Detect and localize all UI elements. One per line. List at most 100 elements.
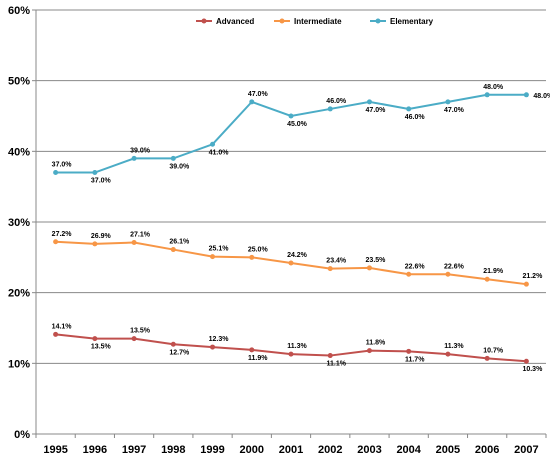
data-label: 39.0%	[130, 147, 151, 154]
series-group: 14.1% 13.5% 13.5% 12.7% 12.3% 11.9% 11.3% 11.1%…	[52, 84, 550, 373]
data-label: 13.5%	[130, 328, 151, 335]
data-point	[523, 281, 529, 287]
x-tick-label: 2004	[396, 444, 421, 456]
x-tick-label: 2001	[279, 444, 303, 456]
data-point	[484, 355, 490, 361]
data-point	[523, 358, 529, 364]
data-label: 25.0%	[248, 246, 269, 253]
series-advanced: 14.1% 13.5% 13.5% 12.7% 12.3% 11.9% 11.3% 11.1%…	[52, 323, 543, 373]
y-tick-label: 60%	[8, 5, 30, 17]
data-point	[327, 266, 333, 272]
data-point	[53, 239, 59, 245]
data-point	[406, 271, 412, 277]
data-point	[366, 348, 372, 354]
data-point	[484, 276, 490, 282]
data-point	[523, 92, 529, 98]
data-point	[445, 351, 451, 357]
data-label: 47.0%	[366, 107, 387, 114]
data-label: 37.0%	[91, 178, 112, 185]
data-label: 12.7%	[169, 349, 190, 356]
data-label: 27.1%	[130, 231, 151, 238]
y-tick-label: 0%	[14, 429, 30, 441]
x-tick-label: 1999	[200, 444, 224, 456]
data-point	[288, 113, 294, 119]
data-point	[288, 351, 294, 357]
data-label: 24.2%	[287, 252, 308, 259]
data-point	[366, 99, 372, 105]
data-point	[170, 155, 176, 161]
data-label: 39.0%	[169, 163, 190, 170]
data-point	[53, 170, 59, 176]
y-tick-label: 40%	[8, 146, 30, 158]
legend-label: Elementary	[390, 17, 434, 26]
data-label: 41.0%	[209, 149, 230, 156]
data-label: 23.4%	[326, 258, 347, 265]
data-label: 27.2%	[52, 231, 73, 238]
data-label: 26.1%	[169, 239, 190, 246]
data-label: 12.3%	[209, 336, 230, 343]
x-tick-label: 2002	[318, 444, 342, 456]
data-point	[210, 141, 216, 147]
y-tick-label: 10%	[8, 358, 30, 370]
legend-item-advanced: Advanced	[196, 17, 254, 26]
data-point	[53, 331, 59, 337]
y-tick-label: 20%	[8, 288, 30, 300]
data-label: 23.5%	[366, 257, 387, 264]
x-axis-ticks: 1995 1996 1997 1998 1999 2000 2001 2002 2003 2004…	[43, 444, 538, 456]
data-point	[366, 265, 372, 271]
x-tick-label: 2005	[436, 444, 460, 456]
data-label: 48.0%	[483, 84, 504, 91]
data-point	[249, 99, 255, 105]
data-point	[327, 353, 333, 359]
data-point	[249, 347, 255, 353]
data-label: 11.8%	[366, 340, 386, 347]
axes	[32, 9, 547, 438]
data-label: 21.9%	[483, 268, 504, 275]
x-tick-label: 2003	[357, 444, 381, 456]
data-label: 11.7%	[405, 356, 425, 363]
data-label: 11.1%	[326, 361, 346, 368]
legend-marker	[201, 18, 207, 24]
y-tick-label: 50%	[8, 76, 30, 88]
data-point	[327, 106, 333, 112]
legend: Advanced Intermediate Elementary	[196, 17, 434, 26]
data-label: 22.6%	[444, 263, 465, 270]
data-point	[406, 348, 412, 354]
data-label: 11.9%	[248, 355, 268, 362]
data-label: 47.0%	[248, 91, 269, 98]
data-point	[210, 344, 216, 350]
legend-marker	[279, 18, 285, 24]
data-label: 47.0%	[444, 107, 465, 114]
data-point	[288, 260, 294, 266]
data-point	[131, 336, 137, 342]
data-point	[92, 336, 98, 342]
legend-item-intermediate: Intermediate	[274, 17, 342, 26]
data-label: 46.0%	[326, 98, 347, 105]
data-label: 11.3%	[444, 343, 464, 350]
x-tick-label: 1996	[83, 444, 107, 456]
data-label: 48.0%	[533, 93, 550, 100]
legend-item-elementary: Elementary	[370, 17, 434, 26]
data-label: 22.6%	[405, 263, 426, 270]
data-label: 21.2%	[522, 273, 543, 280]
data-label: 45.0%	[287, 121, 308, 128]
data-label: 13.5%	[91, 344, 112, 351]
data-point	[92, 170, 98, 176]
data-point	[249, 254, 255, 260]
data-point	[92, 241, 98, 247]
data-point	[131, 239, 137, 245]
data-point	[170, 247, 176, 253]
x-tick-label: 1997	[122, 444, 146, 456]
data-label: 46.0%	[405, 114, 426, 121]
data-point	[445, 271, 451, 277]
gridlines	[36, 9, 546, 364]
x-tick-label: 1995	[43, 444, 67, 456]
y-axis-ticks: 0% 10% 20% 30% 40% 50% 60%	[8, 5, 30, 441]
x-tick-label: 2006	[475, 444, 499, 456]
x-tick-label: 2000	[240, 444, 264, 456]
x-tick-label: 2007	[514, 444, 538, 456]
data-label: 37.0%	[52, 162, 73, 169]
data-point	[445, 99, 451, 105]
legend-marker	[375, 18, 381, 24]
